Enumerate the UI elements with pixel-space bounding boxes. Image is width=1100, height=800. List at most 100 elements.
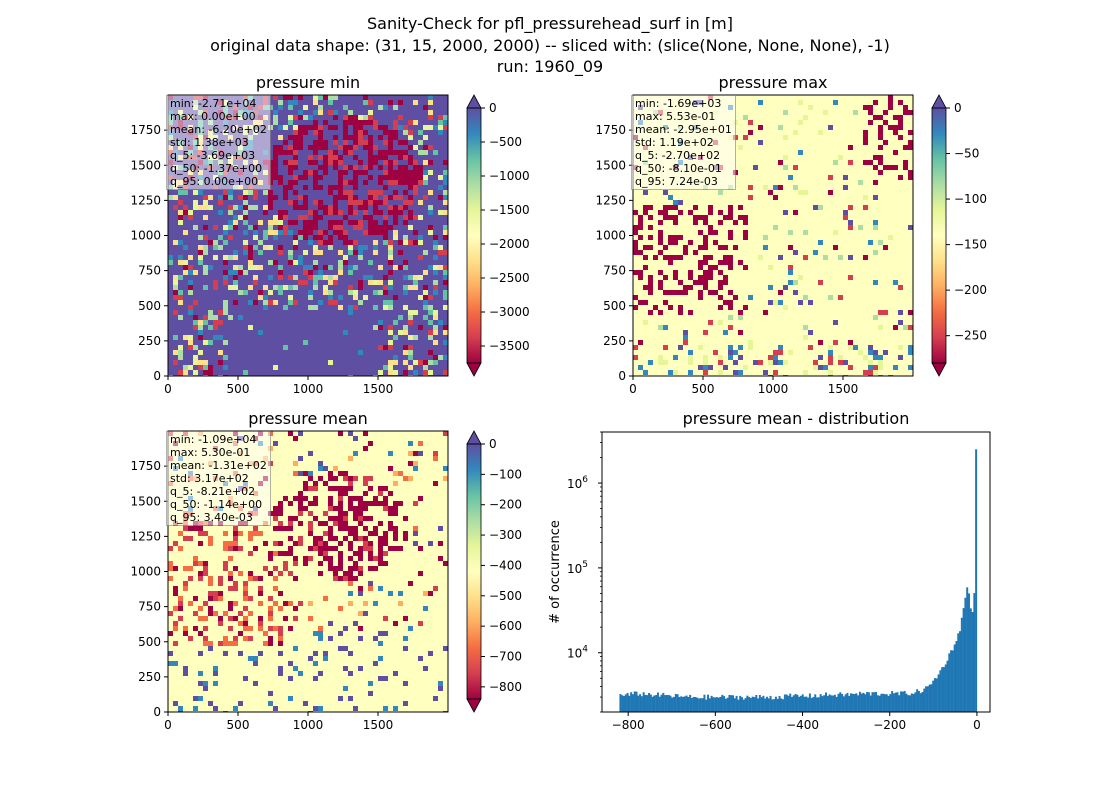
heatmap-cell	[288, 250, 293, 255]
heatmap-cell	[223, 310, 228, 315]
heatmap-cell	[238, 651, 243, 656]
stats-line: q_50: -8.10e-01	[635, 162, 722, 175]
heatmap-cell	[908, 350, 913, 355]
heatmap-cell	[308, 220, 313, 225]
heatmap-cell	[373, 526, 378, 531]
heatmap-cell	[668, 370, 673, 375]
histogram-bar	[824, 692, 827, 712]
heatmap-cell	[288, 220, 293, 225]
heatmap-cell	[313, 180, 318, 185]
heatmap-cell	[793, 185, 798, 190]
heatmap-cell	[728, 300, 733, 305]
heatmap-cell	[783, 110, 788, 115]
heatmap-cell	[403, 265, 408, 270]
heatmap-cell	[358, 626, 363, 631]
heatmap-cell	[333, 466, 338, 471]
heatmap-cell	[328, 280, 333, 285]
histogram-bar	[658, 696, 661, 712]
heatmap-cell	[438, 115, 443, 120]
heatmap-cell	[648, 215, 653, 220]
heatmap-cell	[323, 541, 328, 546]
heatmap-cell	[283, 305, 288, 310]
heatmap-cell	[388, 546, 393, 551]
heatmap-cell	[318, 551, 323, 556]
histogram-bar	[715, 697, 718, 712]
heatmap-cell	[178, 355, 183, 360]
heatmap-cell	[713, 290, 718, 295]
heatmap-cell	[218, 235, 223, 240]
heatmap-cell	[338, 496, 343, 501]
histogram-bar	[667, 694, 670, 712]
heatmap-cell	[168, 611, 173, 616]
heatmap-cell	[388, 506, 393, 511]
heatmap-cell	[823, 365, 828, 370]
heatmap-cell	[278, 591, 283, 596]
heatmap-cell	[398, 601, 403, 606]
heatmap-cell	[368, 110, 373, 115]
heatmap-cell	[338, 185, 343, 190]
heatmap-cell	[293, 160, 298, 165]
heatmap-cell	[388, 360, 393, 365]
heatmap-cell	[383, 706, 388, 711]
heatmap-cell	[338, 160, 343, 165]
heatmap-cell	[868, 160, 873, 165]
heatmap-cell	[178, 200, 183, 205]
heatmap-cell	[703, 330, 708, 335]
heatmap-cell	[758, 125, 763, 130]
heatmap-cell	[333, 275, 338, 280]
heatmap-cell	[188, 265, 193, 270]
heatmap-cell	[358, 285, 363, 290]
heatmap-cell	[828, 175, 833, 180]
heatmap-cell	[638, 235, 643, 240]
heatmap-cell	[353, 265, 358, 270]
heatmap-cell	[723, 260, 728, 265]
histogram-bar	[912, 693, 915, 712]
histogram-bar	[764, 698, 767, 712]
heatmap-cell	[798, 275, 803, 280]
heatmap-cell	[243, 230, 248, 235]
heatmap-cell	[273, 586, 278, 591]
heatmap-cell	[338, 265, 343, 270]
heatmap-cell	[343, 536, 348, 541]
heatmap-cell	[353, 496, 358, 501]
heatmap-cell	[398, 471, 403, 476]
heatmap-cell	[878, 355, 883, 360]
heatmap-cell	[178, 190, 183, 195]
heatmap-cell	[238, 611, 243, 616]
heatmap-cell	[318, 205, 323, 210]
heatmap-cell	[338, 270, 343, 275]
heatmap-cell	[718, 360, 723, 365]
heatmap-cell	[338, 526, 343, 531]
heatmap-cell	[643, 205, 648, 210]
histogram-bar	[621, 695, 624, 712]
heatmap-cell	[443, 561, 448, 566]
heatmap-cell	[678, 305, 683, 310]
heatmap-cell	[368, 165, 373, 170]
heatmap-cell	[893, 325, 898, 330]
heatmap-cell	[253, 230, 258, 235]
heatmap-cell	[278, 631, 283, 636]
histogram-bar	[880, 693, 883, 712]
histogram-bar	[690, 698, 693, 712]
heatmap-cell	[443, 270, 448, 275]
heatmap-cell	[318, 300, 323, 305]
heatmap-cell	[648, 245, 653, 250]
heatmap-cell	[203, 566, 208, 571]
heatmap-cell	[728, 345, 733, 350]
heatmap-cell	[268, 636, 273, 641]
heatmap-cell	[363, 431, 368, 436]
heatmap-cell	[383, 195, 388, 200]
heatmap-cell	[238, 270, 243, 275]
heatmap-cell	[278, 626, 283, 631]
heatmap-cell	[303, 481, 308, 486]
heatmap-cell	[408, 441, 413, 446]
heatmap-cell	[273, 516, 278, 521]
heatmap-cell	[873, 195, 878, 200]
heatmap-cell	[728, 260, 733, 265]
histogram-bar	[973, 593, 976, 712]
heatmap-cell	[383, 275, 388, 280]
heatmap-cell	[173, 280, 178, 285]
heatmap-cell	[333, 536, 338, 541]
heatmap-cell	[313, 260, 318, 265]
heatmap-cell	[293, 576, 298, 581]
